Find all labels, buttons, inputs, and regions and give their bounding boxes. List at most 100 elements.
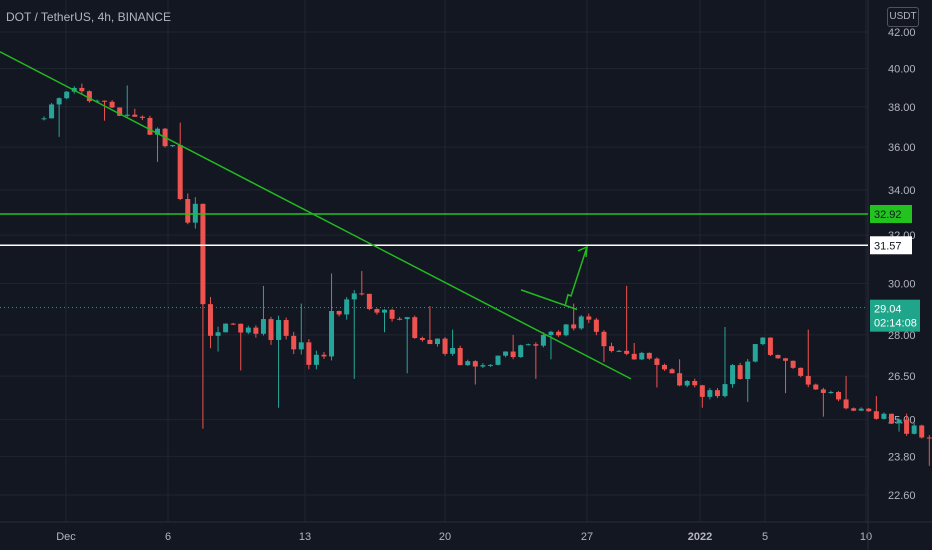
candle-body [299, 342, 304, 349]
current-price-label: 29.04 [874, 304, 902, 316]
candle-body [178, 145, 183, 199]
candle-body [79, 88, 84, 91]
candle-body [405, 317, 410, 319]
candle-body [503, 352, 508, 356]
candle-body [367, 294, 372, 309]
candle-body [586, 316, 591, 319]
candle-body [284, 320, 289, 336]
candle-body [927, 438, 932, 439]
candle-body [548, 332, 553, 335]
y-tick-label: 23.80 [888, 451, 916, 463]
candle-body [662, 365, 667, 369]
candle-body [518, 345, 523, 357]
candle-body [102, 101, 107, 102]
candle-body [738, 365, 743, 379]
candle-body [496, 356, 501, 365]
candle-body [783, 358, 788, 360]
y-tick-label: 36.00 [888, 142, 916, 154]
candle-body [208, 304, 213, 336]
candle-body [147, 118, 152, 135]
candle-body [450, 348, 455, 354]
candle-body [511, 352, 516, 357]
candle-body [609, 346, 614, 351]
candle-body [231, 324, 236, 325]
candle-body [246, 328, 251, 333]
candle-body [420, 338, 425, 340]
candle-body [473, 361, 478, 366]
candle-body [670, 369, 675, 373]
candle-body [488, 365, 493, 366]
candle-body [541, 335, 546, 346]
candle-body [238, 324, 243, 333]
candle-body [526, 344, 531, 345]
countdown-label: 02:14:08 [874, 318, 917, 330]
candle-body [601, 332, 606, 346]
candle-body [813, 385, 818, 390]
x-tick-label: 13 [299, 531, 311, 543]
candle-body [707, 390, 712, 397]
candle-body [344, 299, 349, 314]
flag-top-line [521, 290, 577, 310]
y-tick-label: 26.50 [888, 371, 916, 383]
candle-body [828, 392, 833, 393]
candle-body [654, 359, 659, 365]
candle-body [632, 354, 637, 360]
candle-body [745, 362, 750, 379]
candle-body [889, 414, 894, 423]
candle-body [692, 381, 697, 385]
symbol-header[interactable]: DOT / TetherUS, 4h, BINANCE [6, 10, 171, 24]
candle-body [919, 425, 924, 437]
y-tick-label: 22.60 [888, 490, 916, 502]
projection-arrow [565, 247, 587, 306]
candle-body [859, 409, 864, 411]
candle-body [306, 342, 311, 365]
candle-body [844, 399, 849, 408]
candle-body [594, 320, 599, 332]
candle-body [579, 316, 584, 328]
y-tick-label: 42.00 [888, 27, 916, 39]
candle-body [768, 338, 773, 355]
candle-body [851, 408, 856, 410]
candle-body [753, 344, 758, 361]
price-level-tag-label: 31.57 [874, 240, 902, 252]
x-tick-label: Dec [56, 531, 76, 543]
x-tick-label: 6 [165, 531, 171, 543]
descending-trend-line [0, 52, 631, 379]
x-tick-label: 27 [581, 531, 593, 543]
candle-body [571, 324, 576, 328]
candle-body [897, 420, 902, 423]
candle-body [337, 311, 342, 314]
candle-body [359, 293, 364, 294]
candle-body [412, 317, 417, 338]
candle-body [200, 204, 205, 304]
candle-body [685, 381, 690, 385]
currency-button[interactable]: USDT [887, 7, 919, 27]
y-tick-label: 30.00 [888, 278, 916, 290]
candle-body [564, 324, 569, 335]
candle-body [170, 145, 175, 146]
candle-body [866, 409, 871, 412]
candle-body [798, 368, 803, 376]
candle-body [556, 332, 561, 336]
x-tick-label: 20 [439, 531, 451, 543]
candle-body [253, 328, 258, 334]
candle-body [458, 348, 463, 365]
candle-body [42, 118, 47, 119]
candle-body [775, 355, 780, 358]
candle-body [730, 365, 735, 384]
candle-body [352, 293, 357, 299]
candle-body [193, 204, 198, 223]
candle-body [806, 376, 811, 385]
candle-body [480, 365, 485, 366]
candle-body [321, 355, 326, 357]
candle-body [639, 353, 644, 359]
candle-body [760, 338, 765, 344]
candle-body [57, 98, 62, 104]
candle-body [904, 420, 909, 434]
candle-body [443, 339, 448, 354]
candle-body [125, 115, 130, 116]
candle-body [647, 353, 652, 359]
candle-body [791, 361, 796, 368]
candle-body [140, 117, 145, 118]
